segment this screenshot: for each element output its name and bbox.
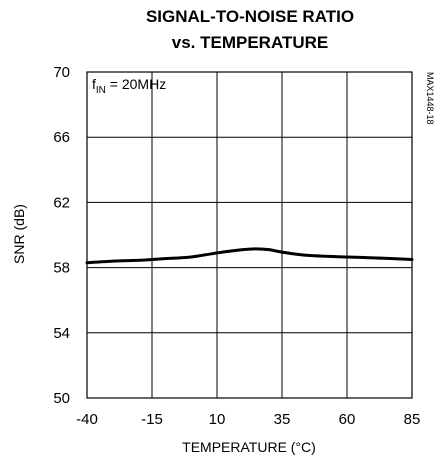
x-tick-label: 60 (339, 411, 356, 428)
y-tick-label: 54 (53, 325, 70, 342)
annotation-value: = 20MHz (106, 76, 166, 92)
part-number-label: MAX1448-18 (425, 72, 435, 125)
plot-frame (86, 71, 413, 399)
y-tick-label: 70 (53, 64, 70, 81)
grid-lines (87, 72, 412, 398)
y-tick-label: 58 (53, 260, 70, 277)
fin-annotation: fIN = 20MHz (92, 76, 166, 96)
y-tick-label: 66 (53, 129, 70, 146)
x-tick-label: 10 (209, 411, 226, 428)
y-tick-label: 62 (53, 194, 70, 211)
tick-labels: -40 -15 10 35 60 85 50 54 58 62 66 70 (53, 64, 420, 428)
snr-series-line (85, 247, 414, 265)
x-tick-label: 85 (404, 411, 421, 428)
x-tick-label: -40 (76, 411, 98, 428)
annotation-subscript: IN (96, 85, 106, 96)
x-tick-label: 35 (274, 411, 291, 428)
chart-title-line1: SIGNAL-TO-NOISE RATIO (146, 7, 354, 26)
x-tick-label: -15 (141, 411, 163, 428)
annotation-f: f (92, 76, 96, 92)
y-axis-label: SNR (dB) (11, 204, 27, 264)
x-axis-label: TEMPERATURE (°C) (182, 439, 316, 455)
y-tick-label: 50 (53, 390, 70, 407)
chart-title-line2: vs. TEMPERATURE (172, 33, 329, 52)
